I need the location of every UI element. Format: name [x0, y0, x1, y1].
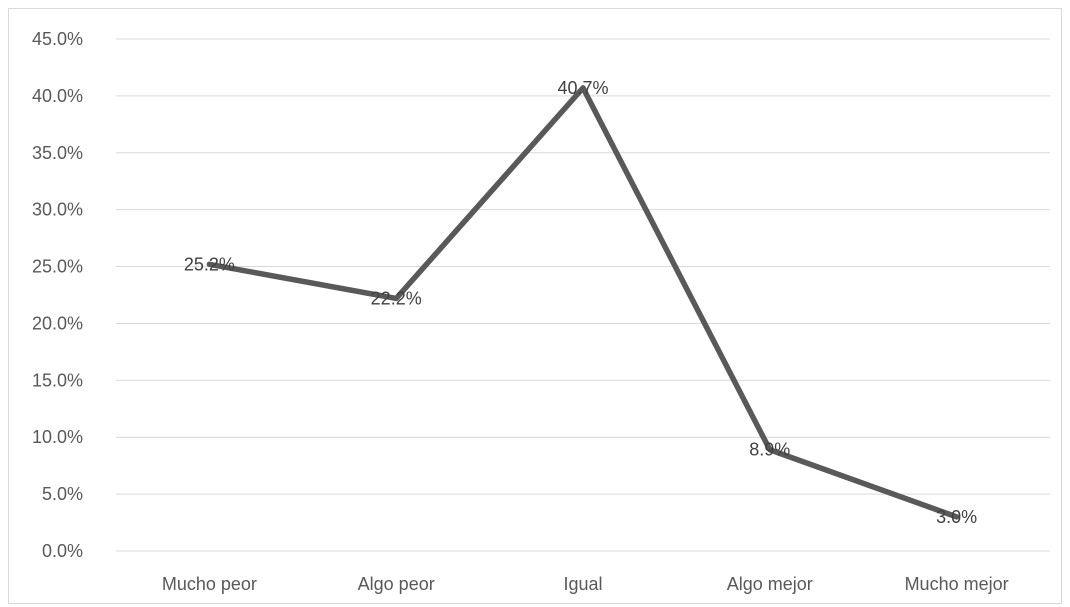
x-tick-label: Igual [563, 574, 602, 594]
y-tick-label: 15.0% [32, 370, 83, 390]
y-tick-label: 35.0% [32, 143, 83, 163]
y-tick-label: 40.0% [32, 86, 83, 106]
data-label: 22.2% [371, 288, 422, 308]
y-tick-label: 45.0% [32, 29, 83, 49]
y-tick-label: 25.0% [32, 257, 83, 277]
y-tick-label: 20.0% [32, 313, 83, 333]
x-tick-label: Algo peor [358, 574, 435, 594]
x-tick-label: Mucho mejor [905, 574, 1009, 594]
data-label: 40.7% [557, 78, 608, 98]
data-label: 8.9% [749, 440, 790, 460]
series-line [206, 85, 960, 520]
data-label: 3.0% [936, 507, 977, 527]
y-tick-label: 30.0% [32, 200, 83, 220]
y-tick-label: 0.0% [42, 541, 83, 561]
chart-frame [8, 8, 1062, 604]
x-tick-label: Algo mejor [727, 574, 813, 594]
y-tick-label: 10.0% [32, 427, 83, 447]
x-tick-label: Mucho peor [162, 574, 257, 594]
data-label: 25.2% [184, 254, 235, 274]
y-tick-label: 5.0% [42, 484, 83, 504]
